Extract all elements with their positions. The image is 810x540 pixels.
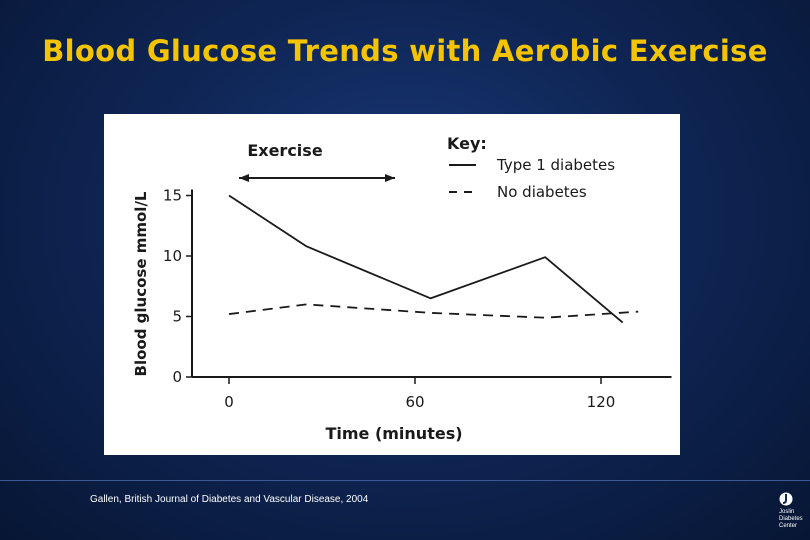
x-tick-label: 0 <box>224 393 234 411</box>
logo-mark-icon <box>779 492 793 506</box>
y-tick-label: 10 <box>163 247 182 265</box>
exercise-label: Exercise <box>247 141 322 160</box>
legend-title: Key: <box>447 134 487 153</box>
x-tick-label: 120 <box>587 393 616 411</box>
exercise-arrow-head-right <box>385 174 395 182</box>
x-tick-label: 60 <box>405 393 424 411</box>
x-axis-label: Time (minutes) <box>325 424 462 443</box>
chart-panel: 0 5 10 15 0 60 120 Exercise Key: Type 1 diabete… <box>104 114 680 455</box>
chart-series <box>228 194 639 324</box>
y-axis-label: Blood glucose mmol/L <box>132 191 150 376</box>
y-tick-label: 15 <box>163 187 182 205</box>
chart-ticks: 0 5 10 15 0 60 120 <box>163 187 615 412</box>
y-tick-label: 0 <box>172 368 182 386</box>
slide-title: Blood Glucose Trends with Aerobic Exerci… <box>42 34 768 68</box>
logo-line-3: Center <box>779 523 798 529</box>
joslin-logo: Joslin Diabetes Center <box>776 492 806 536</box>
citation-text: Gallen, British Journal of Diabetes and … <box>90 494 369 505</box>
logo-line-1: Joslin <box>779 509 795 515</box>
legend-label: No diabetes <box>497 183 587 201</box>
y-tick-label: 5 <box>172 308 182 326</box>
chart-axes <box>191 189 672 378</box>
footer-divider <box>0 480 810 481</box>
series-line-type1-diabetes <box>228 194 624 324</box>
line-chart: 0 5 10 15 0 60 120 Exercise Key: Type 1 diabete… <box>132 134 672 443</box>
chart-annotation: Exercise <box>239 141 395 182</box>
logo-line-2: Diabetes <box>779 516 803 522</box>
series-line-no-diabetes <box>228 303 639 319</box>
legend-label: Type 1 diabetes <box>496 156 615 174</box>
exercise-arrow-head-left <box>239 174 249 182</box>
chart-legend: Key: Type 1 diabetes No diabetes <box>447 134 615 201</box>
